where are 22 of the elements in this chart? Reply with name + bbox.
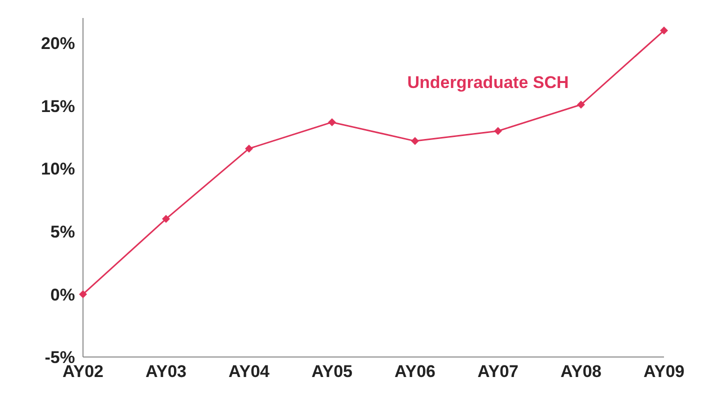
point [660, 26, 668, 35]
x-tick-label: AY07 [478, 362, 518, 382]
point [79, 290, 87, 298]
x-tick-label: AY06 [394, 362, 436, 382]
point [577, 100, 585, 109]
y-tick-label: 10% [40, 160, 75, 179]
point [494, 127, 502, 135]
point [245, 144, 253, 153]
x-tick-label: AY05 [312, 362, 352, 382]
x-tick-label: AY04 [228, 362, 270, 382]
point [328, 118, 336, 126]
x-tick-label: AY08 [560, 362, 602, 382]
y-tick-label: 20% [40, 34, 75, 54]
x-tick-label: AY03 [146, 362, 186, 382]
point [411, 137, 419, 146]
y-tick-label: 15% [40, 96, 75, 116]
y-tick-label: 0% [50, 285, 75, 304]
x-tick-label: AY02 [62, 362, 104, 382]
y-tick-label: 5% [50, 222, 75, 242]
x-tick-label: AY09 [644, 362, 684, 382]
series-label: Undergraduate SCH [407, 73, 569, 92]
point [162, 214, 170, 223]
